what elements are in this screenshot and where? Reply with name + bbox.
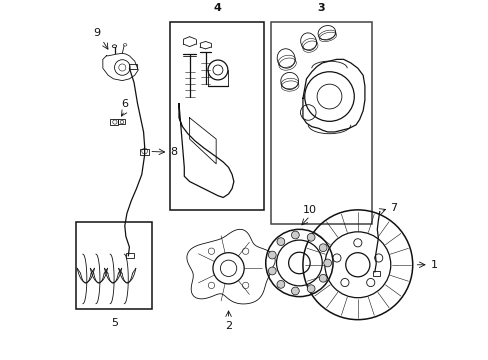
Circle shape (276, 238, 284, 246)
Text: 8: 8 (170, 147, 177, 157)
Circle shape (306, 285, 314, 293)
Circle shape (306, 233, 314, 241)
Circle shape (323, 259, 331, 267)
Text: 1: 1 (429, 260, 437, 270)
Bar (140, 149, 148, 155)
Circle shape (268, 267, 276, 275)
Bar (270, 22, 371, 224)
Circle shape (268, 251, 276, 259)
Bar (372, 271, 380, 276)
Text: 4: 4 (213, 3, 221, 13)
Circle shape (291, 231, 299, 239)
Bar (129, 64, 137, 69)
Text: 2: 2 (224, 321, 232, 332)
Circle shape (291, 287, 299, 295)
Text: 3: 3 (317, 3, 325, 13)
Bar (118, 119, 124, 124)
Text: 9: 9 (93, 28, 100, 38)
Text: 5: 5 (111, 318, 118, 328)
Text: 6: 6 (121, 99, 128, 109)
Bar (125, 253, 133, 258)
Bar (76, 222, 152, 309)
Text: 7: 7 (389, 203, 397, 213)
Circle shape (319, 244, 326, 252)
Text: 10: 10 (303, 205, 316, 215)
Bar (170, 22, 264, 210)
Circle shape (276, 280, 284, 288)
Circle shape (319, 274, 326, 282)
Bar (110, 119, 118, 125)
